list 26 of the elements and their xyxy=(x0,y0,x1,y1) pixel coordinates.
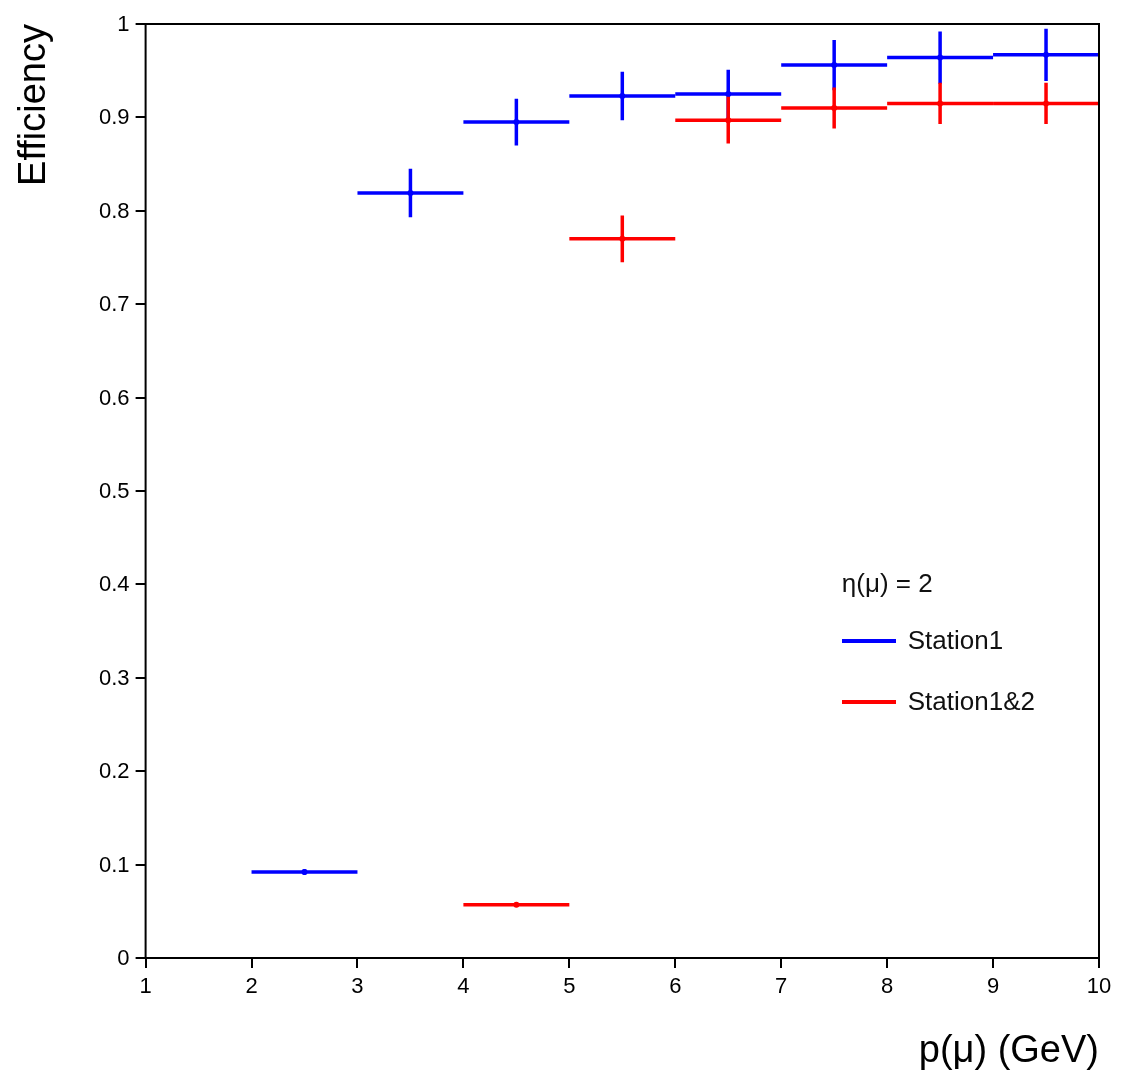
y-tick-label: 0.1 xyxy=(99,851,130,877)
x-tick-label: 10 xyxy=(1086,973,1112,999)
y-tick-label: 0.2 xyxy=(99,758,130,784)
legend-label: Station1&2 xyxy=(907,686,1035,717)
x-tick-label: 3 xyxy=(351,973,364,999)
y-tick-label: 0.4 xyxy=(99,571,130,597)
y-tick-label: 0.9 xyxy=(99,104,130,130)
x-tick-label: 5 xyxy=(563,973,576,999)
y-tick-label: 0.7 xyxy=(99,291,130,317)
x-tick-label: 8 xyxy=(881,973,894,999)
y-tick-label: 1 xyxy=(117,11,130,36)
x-tick-label: 2 xyxy=(245,973,258,999)
y-tick-label: 0.8 xyxy=(99,197,130,223)
legend-label: Station1 xyxy=(907,625,1004,656)
x-tick-label: 4 xyxy=(457,973,470,999)
x-tick-label: 7 xyxy=(775,973,788,999)
x-axis-title: p(μ) (GeV) xyxy=(918,1027,1099,1070)
y-tick-label: 0.5 xyxy=(99,478,130,503)
y-tick-label: 0.3 xyxy=(99,664,130,690)
x-tick-label: 1 xyxy=(139,973,152,999)
y-axis-title: Efficiency xyxy=(11,24,54,186)
legend-title: η(μ) = 2 xyxy=(841,568,934,599)
y-tick-label: 0 xyxy=(117,945,130,970)
x-tick-label: 6 xyxy=(669,973,682,999)
x-tick-label: 9 xyxy=(986,973,1000,999)
y-tick-label: 0.6 xyxy=(99,384,130,410)
